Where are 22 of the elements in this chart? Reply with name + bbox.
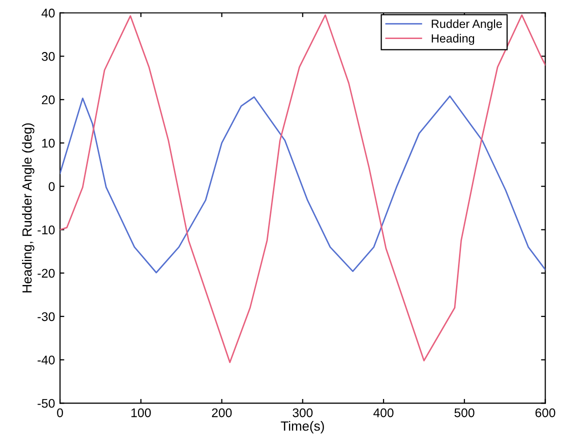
- y-tick-label: -20: [38, 268, 55, 278]
- legend-label: Rudder Angle: [432, 19, 502, 30]
- x-tick-label: 0: [57, 408, 64, 418]
- legend-label: Heading: [432, 34, 474, 45]
- x-tick-label: 400: [373, 408, 394, 418]
- line-series: [60, 95, 546, 274]
- y-tick-label: -10: [38, 225, 55, 234]
- y-tick-label: 30: [42, 52, 55, 61]
- x-axis-title: Time(s): [280, 421, 324, 434]
- y-tick-label: 20: [42, 95, 55, 104]
- x-tick-label: 300: [292, 408, 313, 418]
- y-tick-label: 10: [42, 138, 55, 148]
- x-tick-label: 600: [536, 408, 556, 418]
- x-tick-label: 200: [212, 408, 232, 418]
- y-tick-label: -40: [38, 356, 55, 364]
- y-axis-title: Heading, Rudder Angle (deg): [22, 123, 34, 292]
- y-tick-label: -30: [38, 312, 55, 322]
- x-tick-label: 100: [131, 408, 151, 418]
- y-tick-label: -50: [38, 398, 55, 408]
- y-tick-label: 0: [48, 182, 55, 191]
- y-tick-label: 40: [42, 8, 55, 18]
- x-tick-label: 500: [454, 408, 474, 418]
